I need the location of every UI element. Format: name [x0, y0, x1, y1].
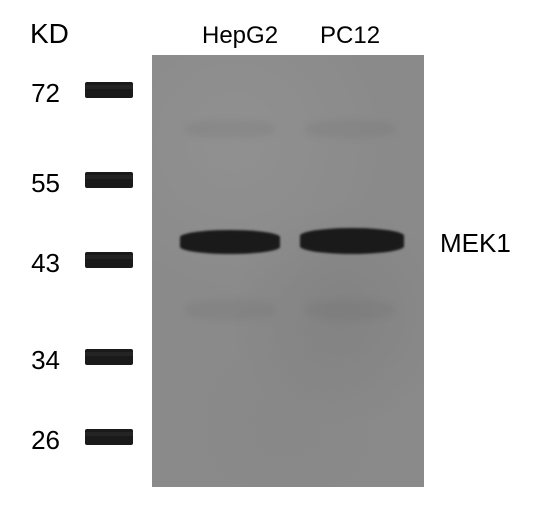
lane-label-hepg2: HepG2: [202, 22, 278, 50]
mw-label-43: 43: [20, 248, 60, 279]
faint-band-1: [185, 120, 275, 138]
marker-band-72: [85, 82, 133, 98]
protein-band-hepg2: [180, 230, 280, 254]
mw-label-26: 26: [20, 425, 60, 456]
faint-band-4: [305, 300, 395, 320]
marker-band-26: [85, 429, 133, 445]
faint-band-2: [305, 120, 395, 138]
faint-band-3: [185, 300, 275, 320]
western-blot-figure: KD HepG2 PC12 72 55 43 34 26 MEK1: [0, 0, 536, 529]
mw-label-72: 72: [20, 78, 60, 109]
marker-band-55: [85, 172, 133, 188]
lane-label-pc12: PC12: [320, 22, 380, 50]
kd-header-label: KD: [30, 18, 69, 50]
marker-band-43: [85, 252, 133, 268]
mw-label-55: 55: [20, 168, 60, 199]
marker-band-34: [85, 349, 133, 365]
mw-label-34: 34: [20, 345, 60, 376]
protein-band-pc12: [300, 228, 404, 254]
protein-name-label: MEK1: [440, 228, 511, 259]
blot-membrane: [152, 55, 424, 487]
